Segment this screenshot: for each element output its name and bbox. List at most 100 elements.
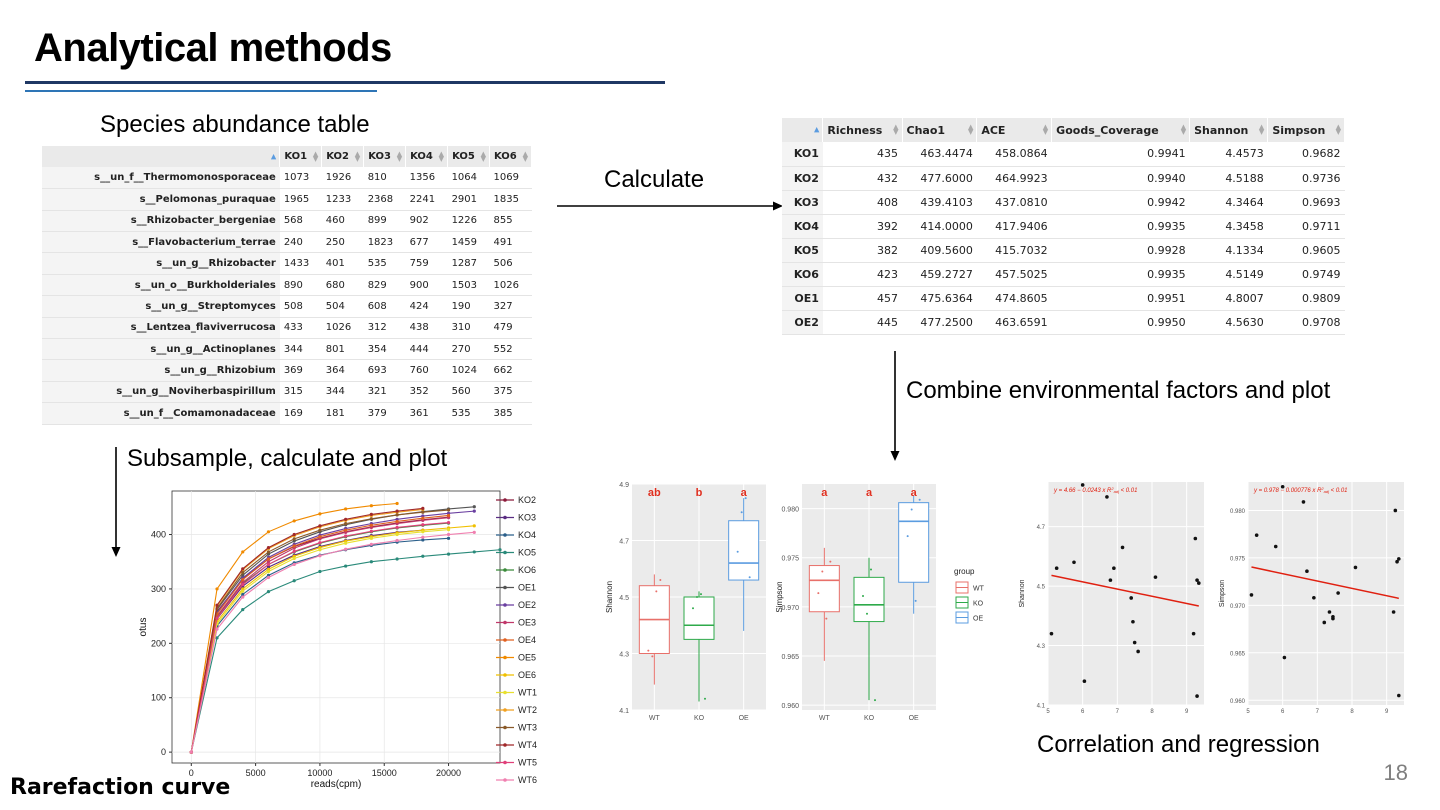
abundance-column-header[interactable]: KO6 ▲ ▼: [489, 146, 532, 168]
diversity-cell: 445: [822, 310, 903, 335]
abundance-column-header[interactable]: KO2 ▲ ▼: [321, 146, 365, 168]
data-point: [266, 569, 271, 574]
data-point: [266, 545, 271, 550]
abundance-cell: 504: [321, 295, 364, 318]
abundance-cell: 1064: [447, 167, 490, 190]
series-line: [190, 525, 475, 753]
data-point: [215, 627, 219, 631]
data-point: [241, 592, 245, 596]
significance-letter: a: [866, 487, 873, 499]
data-point: [472, 550, 476, 554]
y-tick-label: 300: [151, 584, 166, 594]
diversity-cell: 477.6000: [902, 166, 977, 191]
abundance-column-label: KO5: [452, 151, 475, 163]
abundance-column-header[interactable]: KO4 ▲ ▼: [405, 146, 449, 168]
data-point: [395, 513, 399, 517]
abundance-cell: 250: [321, 231, 364, 254]
legend-label: KO4: [518, 530, 536, 540]
abundance-cell: 270: [447, 338, 490, 361]
abundance-cell: 535: [363, 252, 406, 275]
regression-line: [1051, 574, 1199, 607]
sort-icon[interactable]: ▲ ▼: [312, 149, 319, 163]
data-point: [1301, 500, 1306, 504]
sort-icon[interactable]: ▲ ▼: [967, 123, 974, 136]
data-point: [318, 541, 322, 545]
y-axis-label: otus: [138, 618, 149, 637]
data-point: [1254, 533, 1259, 537]
abundance-column-header[interactable]: KO1 ▲ ▼: [279, 146, 323, 168]
diversity-header-corner[interactable]: ▲: [782, 118, 824, 142]
diversity-column-header[interactable]: Chao1 ▲ ▼: [902, 118, 978, 142]
diversity-cell: 477.2500: [902, 310, 977, 335]
x-tick-label: 15000: [372, 768, 397, 778]
diversity-column-label: Goods_Coverage: [1056, 123, 1159, 137]
legend-label: OE5: [518, 653, 536, 663]
y-tick-label: 0.970: [1230, 604, 1246, 610]
abundance-cell: 760: [405, 359, 448, 382]
data-point: [1049, 631, 1054, 636]
regression-line: [1251, 566, 1399, 600]
data-point: [395, 525, 399, 530]
diversity-cell: 0.9935: [1051, 262, 1190, 287]
sort-icon[interactable]: ▲ ▼: [396, 149, 403, 163]
abundance-column-header[interactable]: KO5 ▲ ▼: [447, 146, 490, 168]
data-point: [874, 699, 876, 702]
sort-icon[interactable]: ▲ ▼: [1335, 123, 1341, 136]
data-point: [369, 523, 373, 527]
legend-label: WT5: [518, 758, 537, 768]
table-row: s__Flavobacterium_terrae 240 250 1823 677 145…: [42, 231, 532, 254]
diversity-column-header[interactable]: Goods_Coverage ▲ ▼: [1051, 118, 1191, 142]
abundance-table: ▲ KO1 ▲ ▼ KO2 ▲ ▼ KO3 ▲ ▼ KO4 ▲ ▼ KO5 ▲ ▼ KO6 ▲ ▼ s__un_f_…: [42, 146, 532, 425]
y-tick-label: 0.980: [1230, 509, 1246, 515]
sort-icon[interactable]: ▲ ▼: [480, 149, 486, 163]
diversity-row-name: KO4: [782, 214, 823, 239]
data-point: [1305, 569, 1309, 573]
x-tick-label: 9: [1185, 709, 1189, 715]
diversity-row-name: OE2: [782, 310, 823, 335]
diversity-column-header[interactable]: Shannon ▲ ▼: [1189, 118, 1269, 142]
data-point: [472, 505, 476, 509]
table-row: s__Rhizobacter_bergeniae 568 460 899 902 1226…: [42, 210, 532, 233]
data-point: [318, 524, 322, 528]
diversity-column-header[interactable]: Simpson ▲ ▼: [1267, 118, 1345, 142]
legend-label: WT6: [518, 775, 537, 785]
y-tick-label: 400: [151, 530, 166, 540]
table-row: OE1 457 475.6364 474.8605 0.9951 4.8007 0.9809: [782, 286, 1345, 311]
sort-icon[interactable]: ▲ ▼: [1180, 123, 1187, 136]
abundance-row-name: s__un_o__Burkholderiales: [42, 274, 280, 297]
sort-icon[interactable]: ▲ ▼: [522, 149, 528, 163]
table-row: KO1 435 463.4474 458.0864 0.9941 4.4573 0.9682: [782, 142, 1345, 167]
data-point: [344, 522, 348, 526]
diversity-column-header[interactable]: Richness ▲ ▼: [822, 118, 903, 142]
x-tick-label: KO: [864, 715, 875, 722]
x-tick-label: 10000: [307, 768, 332, 778]
data-point: [318, 528, 322, 532]
x-tick-label: 9: [1385, 709, 1389, 715]
sort-icon[interactable]: ▲ ▼: [1258, 123, 1265, 136]
y-tick-label: 0.975: [1230, 556, 1246, 562]
y-axis-label: Shannon: [1019, 579, 1026, 607]
table-row: s__Lentzea_flaviverrucosa 433 1026 312 438 31…: [42, 317, 532, 340]
abundance-cell: 759: [405, 252, 448, 275]
y-tick-label: 0.965: [781, 654, 799, 661]
data-point: [1397, 557, 1401, 561]
data-point: [241, 571, 245, 575]
x-tick-label: 5: [1046, 709, 1050, 715]
abundance-column-header[interactable]: KO3 ▲ ▼: [363, 146, 407, 168]
sort-icon[interactable]: ▲ ▼: [354, 149, 361, 163]
y-tick-label: 4.3: [1037, 644, 1046, 650]
diversity-column-header[interactable]: ACE ▲ ▼: [976, 118, 1053, 142]
sort-icon[interactable]: ▲ ▼: [893, 123, 899, 136]
sort-icon[interactable]: ▲ ▼: [438, 149, 445, 163]
legend-label: OE2: [518, 600, 536, 610]
sort-icon[interactable]: ▲ ▼: [1042, 123, 1049, 136]
x-tick-label: 20000: [436, 768, 461, 778]
diversity-cell: 0.9749: [1267, 262, 1345, 287]
subsample-label: Subsample, calculate and plot: [127, 445, 448, 472]
y-tick-label: 4.3: [619, 652, 629, 659]
x-tick-label: WT: [649, 715, 661, 722]
species-table-label: Species abundance table: [100, 111, 370, 138]
abundance-header-corner[interactable]: ▲: [42, 146, 281, 168]
data-point: [446, 513, 451, 518]
legend-marker: [503, 760, 507, 765]
